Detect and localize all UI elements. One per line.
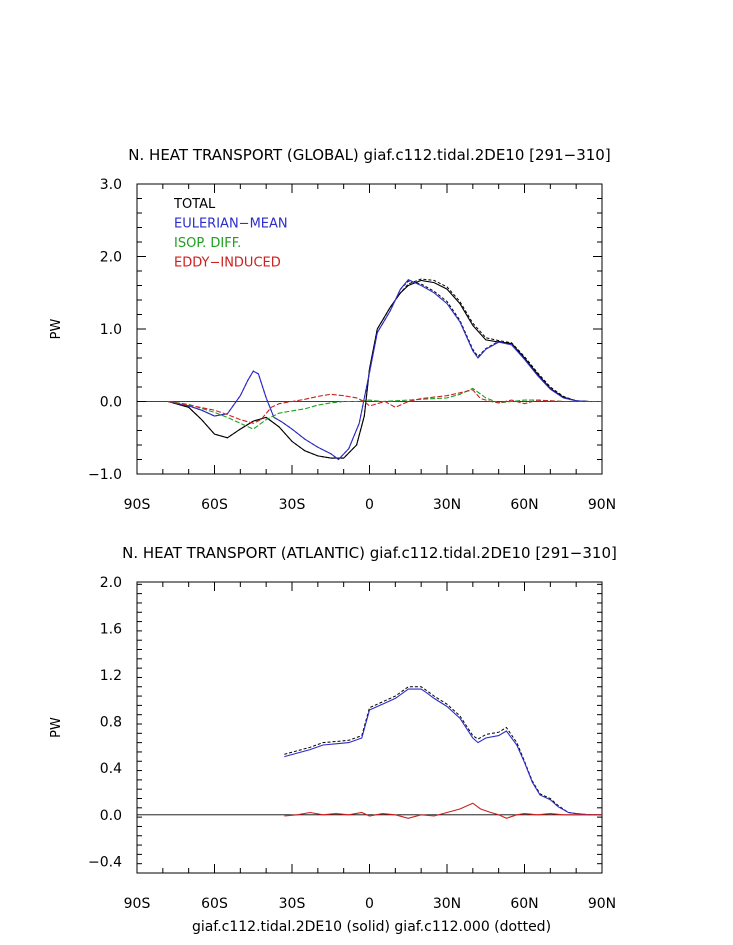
x-tick-label: 90N	[588, 497, 616, 513]
y-tick-label: 0.8	[100, 715, 122, 731]
series-line	[167, 387, 602, 430]
x-tick-label: 0	[365, 896, 374, 912]
plot-frame	[136, 581, 603, 874]
series-line	[284, 688, 602, 816]
x-tick-label: 90S	[124, 896, 151, 912]
chart-title: N. HEAT TRANSPORT (GLOBAL) giaf.c112.tid…	[128, 146, 610, 164]
x-tick-label: 90S	[124, 497, 151, 513]
y-tick-label: −1.0	[88, 467, 122, 483]
series-line	[167, 279, 602, 459]
series-line-dotted	[167, 280, 602, 461]
series-line-dotted	[167, 278, 602, 459]
y-tick-label: 1.0	[100, 322, 122, 338]
series-line	[167, 389, 602, 424]
x-tick-label: 30N	[433, 896, 461, 912]
legend-entry: TOTAL	[173, 197, 216, 212]
y-tick-label: 2.0	[100, 575, 122, 591]
global-panel: N. HEAT TRANSPORT (GLOBAL) giaf.c112.tid…	[49, 146, 616, 513]
series-line	[284, 802, 602, 819]
legend-entry: EULERIAN−MEAN	[174, 217, 288, 232]
legend-entry: ISOP. DIFF.	[174, 236, 241, 251]
x-tick-label: 30S	[279, 896, 306, 912]
x-tick-label: 90N	[588, 896, 616, 912]
x-tick-label: 0	[365, 497, 374, 513]
y-tick-label: 1.6	[100, 622, 122, 638]
y-tick-label: −0.4	[88, 854, 122, 870]
atlantic-panel: N. HEAT TRANSPORT (ATLANTIC) giaf.c112.t…	[49, 544, 617, 935]
y-tick-label: 0.0	[100, 395, 122, 411]
x-tick-label: 60N	[510, 896, 538, 912]
y-tick-label: 0.0	[100, 808, 122, 824]
series-line-dotted	[284, 686, 602, 816]
legend-entry: EDDY−INDUCED	[174, 256, 281, 271]
x-tick-label: 60S	[201, 497, 228, 513]
y-axis-label: PW	[49, 319, 64, 340]
x-tick-label: 30N	[433, 497, 461, 513]
y-tick-label: 0.4	[100, 761, 122, 777]
y-tick-label: 1.2	[100, 668, 122, 684]
series-line	[167, 279, 602, 461]
y-tick-label: 3.0	[100, 177, 122, 193]
y-axis-label: PW	[49, 717, 64, 738]
x-axis-label: giaf.c112.tidal.2DE10 (solid) giaf.c112.…	[192, 919, 551, 935]
y-tick-label: 2.0	[100, 250, 122, 266]
x-tick-label: 30S	[279, 497, 306, 513]
chart-title: N. HEAT TRANSPORT (ATLANTIC) giaf.c112.t…	[122, 544, 617, 562]
x-tick-label: 60N	[510, 497, 538, 513]
x-tick-label: 60S	[201, 896, 228, 912]
